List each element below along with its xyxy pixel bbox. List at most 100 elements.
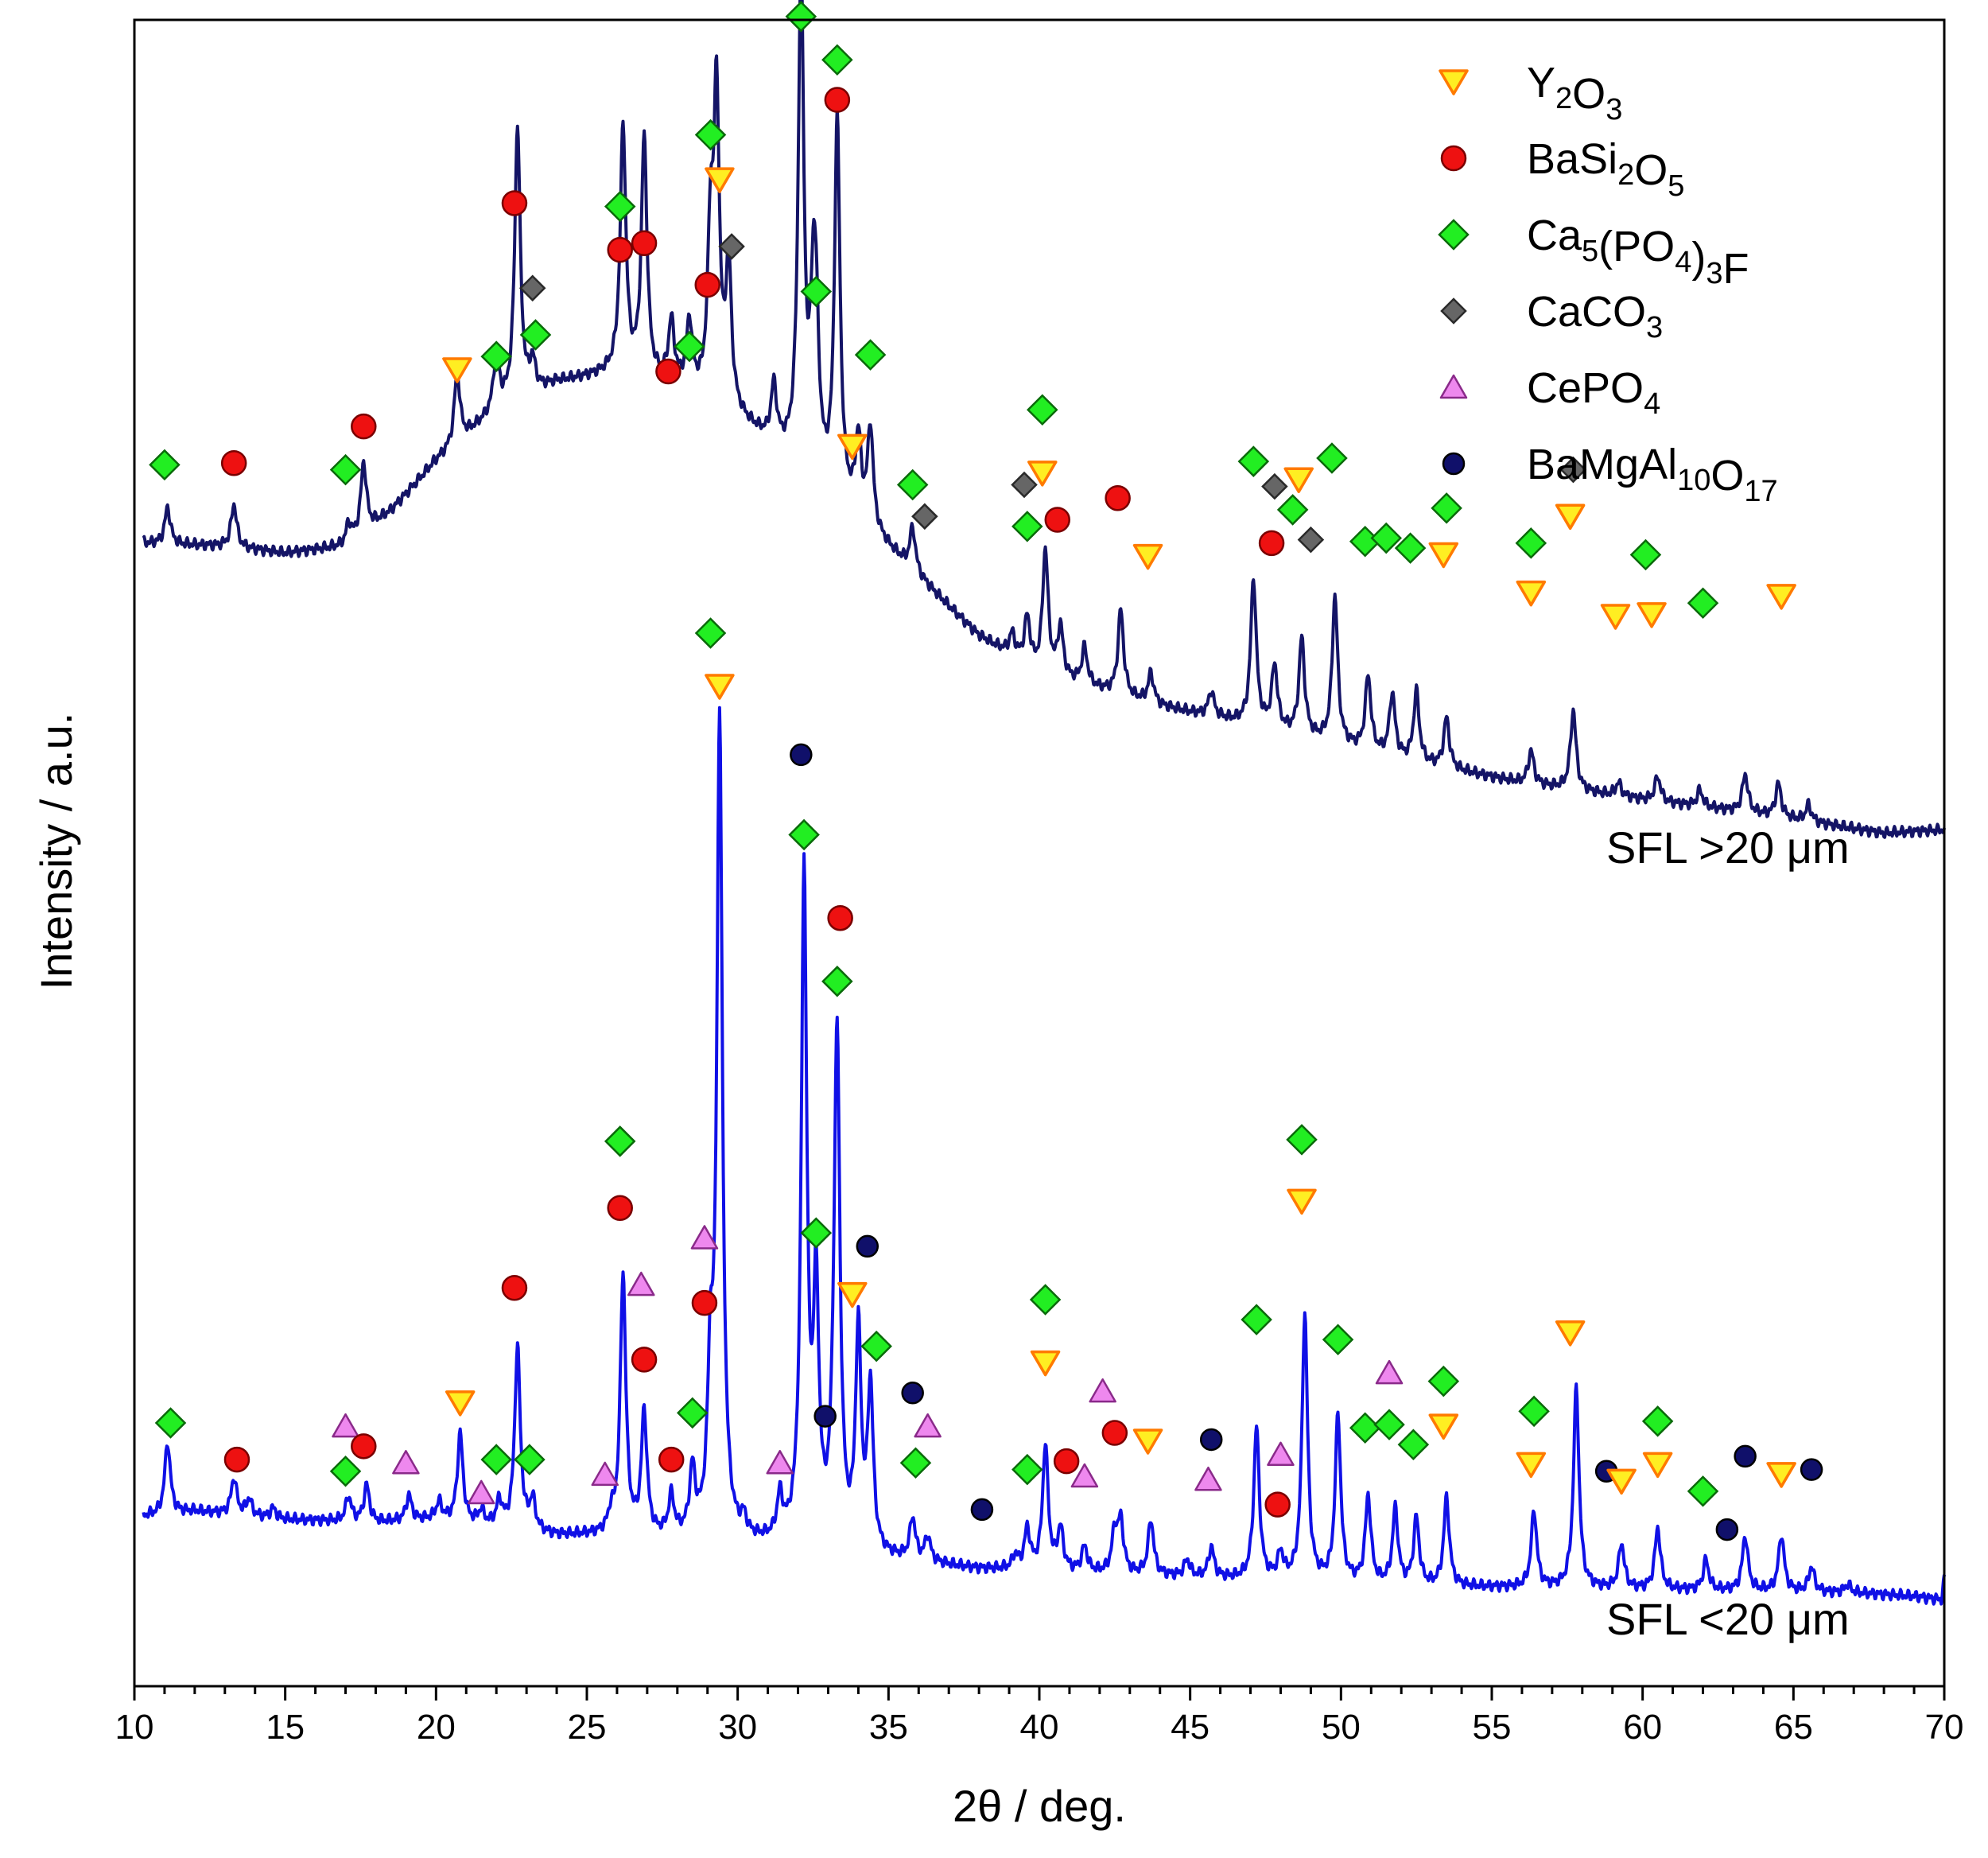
trace-lower	[142, 705, 1946, 1606]
marker-basi2o5	[351, 1433, 377, 1460]
marker-ca5po43f	[896, 468, 929, 501]
marker-ca5po43f	[1515, 527, 1547, 559]
marker-basi2o5	[223, 1446, 250, 1473]
marker-y2o3	[837, 433, 868, 461]
marker-cepo4	[1089, 1378, 1116, 1403]
marker-ca5po43f	[1397, 1428, 1430, 1460]
marker-bamgal	[901, 1382, 924, 1405]
marker-y2o3	[1428, 542, 1459, 569]
marker-y2o3	[1516, 1452, 1547, 1479]
x-tick-label: 45	[1171, 1708, 1209, 1747]
marker-bamgal	[1800, 1458, 1823, 1481]
marker-cepo4	[1070, 1463, 1099, 1488]
marker-basi2o5	[1044, 507, 1071, 533]
marker-ca5po43f	[821, 966, 853, 997]
marker-ca5po43f	[1322, 1324, 1354, 1356]
x-tick-label: 70	[1925, 1708, 1964, 1747]
marker-caco3	[911, 503, 938, 531]
marker-basi2o5	[1264, 1491, 1291, 1518]
marker-ca5po43f	[514, 1444, 546, 1475]
marker-ca5po43f	[329, 453, 362, 486]
marker-ca5po43f	[1349, 1412, 1381, 1444]
marker-basi2o5	[1101, 1420, 1128, 1446]
x-tick-label: 60	[1623, 1708, 1662, 1747]
marker-cepo4	[332, 1413, 359, 1438]
legend-label: CePO4	[1527, 364, 1660, 421]
phase-markers	[149, 1, 1823, 1541]
marker-y2o3	[442, 357, 472, 383]
marker-ca5po43f	[1427, 1365, 1460, 1397]
marker-caco3	[1559, 456, 1587, 484]
marker-ca5po43f	[1431, 492, 1462, 524]
marker-y2o3	[1516, 580, 1547, 607]
marker-ca5po43f	[329, 1455, 362, 1487]
marker-bamgal	[790, 743, 813, 767]
marker-cepo4	[467, 1479, 495, 1505]
marker-y2o3	[837, 1281, 868, 1308]
marker-ca5po43f	[1641, 1405, 1674, 1437]
trace-upper	[142, 0, 1946, 839]
marker-caco3	[718, 233, 745, 260]
marker-cepo4	[766, 1450, 794, 1475]
marker-ca5po43f	[1394, 532, 1427, 564]
marker-y2o3	[1606, 1468, 1637, 1495]
marker-y2o3	[1642, 1452, 1673, 1479]
x-tick-label: 40	[1020, 1708, 1059, 1747]
marker-ca5po43f	[899, 1447, 932, 1479]
marker-y2o3	[1428, 1413, 1459, 1440]
marker-basi2o5	[1258, 530, 1285, 557]
marker-basi2o5	[351, 413, 377, 440]
marker-ca5po43f	[149, 449, 181, 481]
marker-ca5po43f	[860, 1330, 892, 1362]
marker-basi2o5	[827, 904, 853, 931]
marker-ca5po43f	[480, 1444, 512, 1475]
marker-ca5po43f	[1276, 494, 1309, 526]
marker-basi2o5	[501, 1275, 528, 1301]
marker-caco3-legend	[1440, 297, 1467, 325]
marker-ca5po43f	[1370, 522, 1403, 554]
x-axis-title: 2θ / deg.	[953, 1781, 1126, 1831]
marker-ca5po43f	[1687, 1475, 1719, 1507]
marker-bamgal	[1715, 1518, 1739, 1541]
marker-cepo4	[914, 1413, 942, 1438]
marker-bamgal	[856, 1234, 879, 1258]
marker-basi2o5	[694, 271, 720, 298]
marker-y2o3	[1027, 461, 1058, 487]
marker-ca5po43f	[674, 330, 705, 363]
marker-basi2o5	[501, 190, 528, 216]
marker-ca5po43f	[1518, 1395, 1550, 1428]
marker-ca5po43f	[821, 44, 853, 76]
marker-cepo4	[690, 1225, 719, 1250]
marker-ca5po43f	[604, 190, 636, 223]
marker-y2o3-legend	[1439, 69, 1469, 95]
marker-cepo4	[1267, 1441, 1295, 1467]
y-axis-title: Intensity / a.u.	[31, 713, 81, 990]
marker-ca5po43f	[1373, 1409, 1405, 1440]
marker-ca5po43f	[788, 818, 820, 851]
marker-caco3	[1011, 471, 1038, 499]
marker-ca5po43f	[1011, 1453, 1043, 1486]
marker-ca5po43f-legend	[1438, 219, 1470, 251]
marker-basi2o5	[1105, 485, 1131, 511]
marker-y2o3	[1132, 543, 1163, 570]
marker-y2o3	[1555, 503, 1586, 531]
x-axis-ticks: 10 15 20 25 30 35 40 45 50 55 60 65 70	[115, 1686, 1964, 1747]
marker-ca5po43f	[694, 119, 727, 151]
legend-label: BaMgAl10O17	[1527, 441, 1778, 508]
marker-ca5po43f	[676, 1397, 709, 1429]
x-tick-label: 30	[718, 1708, 757, 1747]
marker-y2o3	[705, 167, 735, 193]
x-tick-label: 15	[266, 1708, 305, 1747]
marker-basi2o5	[655, 358, 681, 385]
marker-ca5po43f	[694, 617, 727, 649]
marker-ca5po43f	[1286, 1124, 1318, 1156]
marker-y2o3	[1600, 604, 1631, 630]
marker-ca5po43f	[1011, 511, 1043, 542]
marker-ca5po43f	[1629, 538, 1662, 571]
marker-basi2o5-legend	[1440, 145, 1467, 172]
x-tick-label: 65	[1774, 1708, 1813, 1747]
marker-y2o3	[1766, 584, 1796, 610]
sample-label-lower: SFL <20 μm	[1606, 1594, 1850, 1644]
